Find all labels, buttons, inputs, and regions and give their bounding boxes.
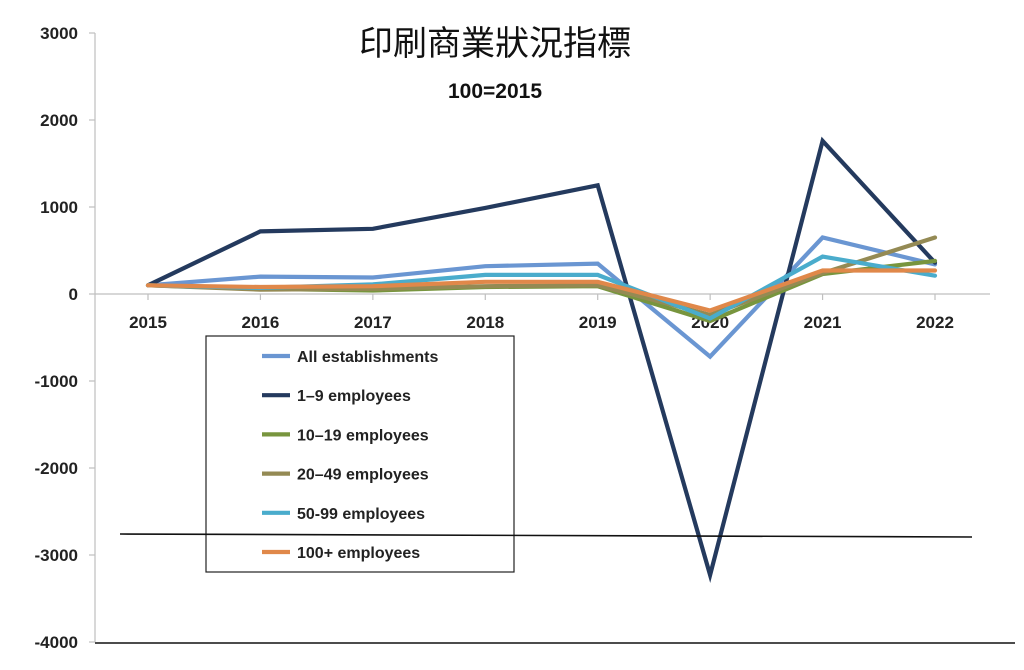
y-tick-label: 3000 bbox=[40, 24, 78, 43]
series-line-100-employees bbox=[145, 268, 938, 313]
x-tick-label: 2015 bbox=[129, 313, 167, 332]
x-tick-label: 2016 bbox=[242, 313, 280, 332]
legend-label: 50-99 employees bbox=[297, 506, 425, 523]
legend-label: 100+ employees bbox=[297, 545, 420, 562]
series-line-1-9-employees bbox=[145, 136, 938, 583]
series-line-20-49-employees bbox=[145, 235, 938, 318]
y-tick-label: 1000 bbox=[40, 198, 78, 217]
y-tick-label: 2000 bbox=[40, 111, 78, 130]
chart-title: 印刷商業狀況指標 bbox=[359, 24, 631, 64]
x-tick-label: 2022 bbox=[916, 313, 954, 332]
x-tick-label: 2017 bbox=[354, 313, 392, 332]
chart-subtitle: 100=2015 bbox=[448, 80, 542, 103]
legend-label: 20–49 employees bbox=[297, 467, 429, 484]
x-tick-label: 2021 bbox=[804, 313, 842, 332]
y-axis-tick-labels: 3000 2000 1000 0 -1000 -2000 -3000 -4000 bbox=[35, 24, 95, 652]
x-axis-tick-labels: 2015 2016 2017 2018 2019 2020 2021 2022 bbox=[129, 294, 954, 332]
y-tick-label: -1000 bbox=[35, 372, 78, 391]
legend-box bbox=[205, 335, 515, 573]
legend-label: 10–19 employees bbox=[297, 427, 429, 444]
series-lines bbox=[145, 136, 938, 583]
annotation-rule-line bbox=[119, 533, 973, 538]
legend: All establishments 1–9 employees 10–19 emp… bbox=[205, 335, 515, 573]
y-tick-label: 0 bbox=[69, 285, 78, 304]
y-tick-label: -2000 bbox=[35, 459, 78, 478]
y-tick-label: -4000 bbox=[35, 633, 78, 652]
x-tick-label: 2019 bbox=[579, 313, 617, 332]
series-line-all-establishments bbox=[145, 235, 938, 360]
y-tick-label: -3000 bbox=[35, 546, 78, 565]
legend-label: 1–9 employees bbox=[297, 388, 411, 405]
legend-label: All establishments bbox=[297, 349, 438, 366]
axes bbox=[94, 33, 990, 642]
x-tick-label: 2018 bbox=[466, 313, 504, 332]
